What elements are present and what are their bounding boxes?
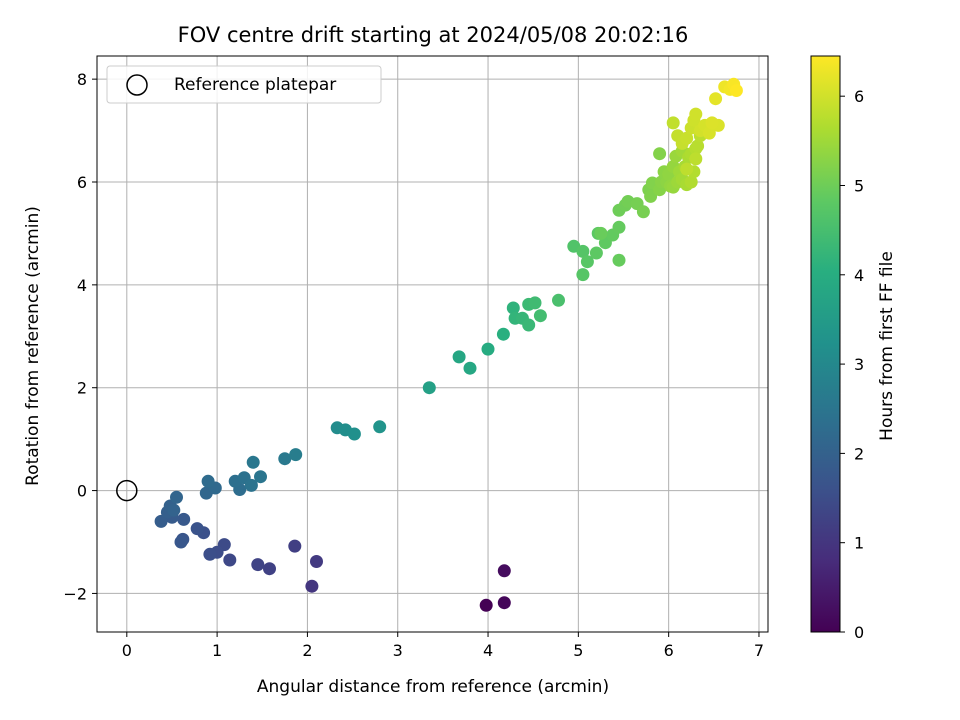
- data-point: [552, 293, 565, 307]
- data-point: [223, 553, 237, 567]
- data-point: [347, 427, 361, 441]
- data-point: [533, 309, 547, 323]
- data-point: [689, 152, 703, 166]
- data-point: [729, 84, 743, 97]
- data-point: [481, 342, 495, 356]
- data-point: [612, 220, 626, 234]
- data-point: [666, 116, 680, 130]
- data-point: [680, 162, 694, 176]
- data-point: [463, 361, 477, 375]
- scatter-points: [116, 77, 743, 612]
- colorbar-gradient: [810, 55, 841, 633]
- data-point: [310, 555, 323, 568]
- x-tick-label: 0: [122, 641, 132, 660]
- data-point: [691, 139, 705, 153]
- data-point: [167, 503, 181, 517]
- colorbar-tick-label: 0: [854, 623, 864, 642]
- data-point: [177, 512, 191, 526]
- x-tick-label: 7: [754, 641, 764, 660]
- data-point: [684, 175, 698, 189]
- colorbar-tick-label: 1: [854, 534, 864, 553]
- data-point: [522, 318, 536, 332]
- data-point: [479, 598, 493, 612]
- y-tick-label: 0: [77, 482, 87, 501]
- legend-box: [106, 65, 382, 104]
- data-point: [190, 522, 204, 536]
- colorbar: 0 1 2 3 4 5 6 Hours from first FF file: [810, 55, 897, 642]
- data-point: [305, 579, 319, 593]
- data-point: [246, 455, 260, 469]
- data-point: [705, 116, 719, 130]
- y-tick-label: −2: [63, 584, 87, 603]
- data-point: [289, 448, 303, 462]
- colorbar-ticks: 0 1 2 3 4 5 6: [840, 87, 864, 642]
- x-axis-label: Angular distance from reference (arcmin): [257, 677, 609, 697]
- legend-entry-reference-platepar: Reference platepar: [174, 75, 336, 95]
- chart-title: FOV centre drift starting at 2024/05/08 …: [178, 23, 689, 47]
- x-tick-label: 5: [573, 641, 583, 660]
- plot-area-border: [96, 55, 769, 633]
- reference-point-marker: [116, 479, 138, 502]
- grid: [97, 56, 768, 632]
- colorbar-tick-label: 5: [854, 176, 864, 195]
- data-point: [497, 596, 511, 610]
- colorbar-label: Hours from first FF file: [877, 251, 897, 441]
- data-point: [580, 255, 594, 269]
- data-point: [653, 147, 667, 161]
- legend-marker-reference-platepar: [126, 74, 148, 96]
- data-point: [263, 562, 276, 576]
- y-tick-label: 4: [77, 276, 87, 295]
- legend: Reference platepar: [106, 65, 382, 104]
- data-point: [497, 564, 511, 578]
- data-point: [170, 490, 183, 504]
- plot-frame: [96, 55, 769, 633]
- colorbar-tick-label: 2: [854, 444, 864, 463]
- data-point: [589, 246, 603, 260]
- data-point: [203, 547, 217, 561]
- x-tick-label: 2: [302, 641, 312, 660]
- data-point: [636, 205, 650, 219]
- data-point: [506, 301, 520, 315]
- data-point: [154, 514, 168, 528]
- data-point: [612, 253, 626, 267]
- data-point: [680, 131, 694, 145]
- colorbar-tick-label: 3: [854, 355, 864, 374]
- data-point: [594, 226, 608, 240]
- y-tick-label: 8: [77, 70, 87, 89]
- data-point: [251, 558, 265, 572]
- data-point: [644, 189, 658, 203]
- data-point: [278, 452, 292, 466]
- data-point: [496, 327, 510, 341]
- data-point: [201, 474, 215, 488]
- x-tick-label: 3: [393, 641, 403, 660]
- y-axis-ticks: −2 0 2 4 6 8: [63, 70, 97, 603]
- data-point: [689, 107, 703, 121]
- data-point: [702, 126, 716, 140]
- data-point: [528, 296, 542, 310]
- data-point: [709, 92, 723, 106]
- data-point: [576, 268, 590, 282]
- data-point: [452, 350, 466, 364]
- y-axis-label: Rotation from reference (arcmin): [23, 206, 43, 486]
- data-point: [254, 470, 267, 484]
- x-tick-label: 1: [212, 641, 222, 660]
- y-tick-label: 6: [77, 173, 87, 192]
- y-tick-label: 2: [77, 379, 87, 398]
- colorbar-tick-label: 4: [854, 266, 864, 285]
- x-axis-ticks: 0 1 2 3 4 5 6 7: [122, 632, 764, 660]
- data-point: [288, 539, 302, 553]
- data-point: [244, 478, 258, 492]
- data-point: [174, 535, 188, 549]
- data-point: [373, 420, 387, 434]
- data-point: [576, 244, 590, 258]
- data-point: [422, 381, 436, 395]
- colorbar-tick-label: 6: [854, 87, 864, 106]
- x-tick-label: 4: [483, 641, 493, 660]
- x-tick-label: 6: [664, 641, 674, 660]
